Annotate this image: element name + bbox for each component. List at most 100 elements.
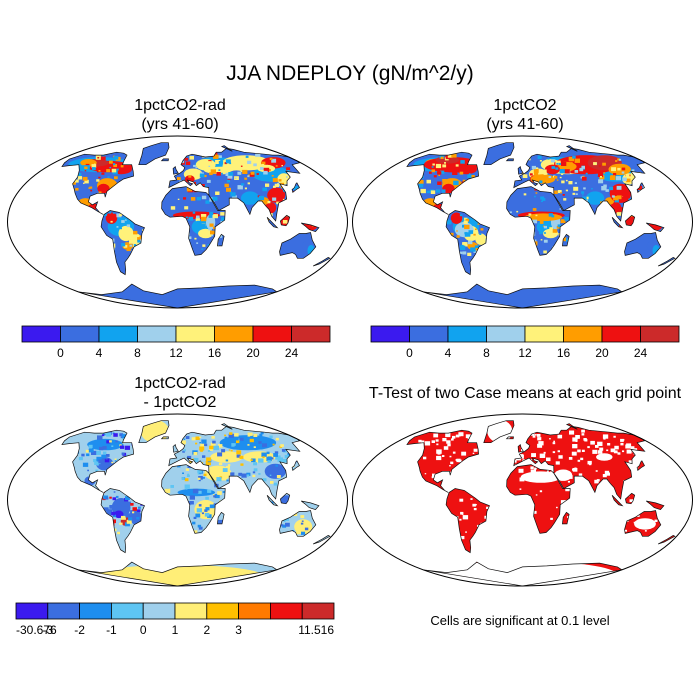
colorbar-swatch: [409, 325, 449, 343]
colorbar-tick-label: 8: [134, 346, 141, 360]
coastline-is: [160, 436, 169, 440]
globe-outline: [7, 135, 348, 309]
globe-outline: [352, 413, 693, 587]
coastline-sb: [565, 423, 578, 430]
significance-footnote: Cells are significant at 0.1 level: [430, 613, 610, 628]
coastline-bo: [625, 492, 636, 505]
coastline-is: [160, 158, 169, 162]
coastline-ng: [645, 500, 665, 511]
coastline-md: [562, 511, 570, 525]
colorbar-tick-label: 16: [208, 346, 222, 360]
coastline-uk: [517, 165, 524, 175]
coastline-gr: [138, 142, 170, 166]
coastline-au: [624, 232, 662, 259]
colorbar-swatch: [47, 602, 80, 620]
coastline-af: [506, 464, 571, 534]
colorbar-tick-label: -3: [42, 623, 53, 637]
coastline-af: [161, 186, 226, 256]
coastline-na: [61, 429, 134, 493]
coastline-is: [505, 158, 514, 162]
coastline-md: [217, 511, 225, 525]
coastline-md: [217, 233, 225, 247]
colorbar-tick-label: 0: [140, 623, 147, 637]
colorbar-tick-label: 4: [445, 346, 452, 360]
coastline-eu: [168, 426, 301, 500]
coastline-au: [624, 510, 662, 537]
colorbar-swatch: [111, 602, 144, 620]
panel-4-title: T-Test of two Case means at each grid po…: [350, 384, 700, 403]
colorbar-swatch: [214, 325, 254, 343]
colorbar-swatch: [524, 325, 564, 343]
colorbar-swatch: [98, 325, 138, 343]
colorbar-tick-label: 11.516: [298, 623, 334, 637]
coastline-sb: [220, 423, 233, 430]
coastline-nz: [312, 534, 331, 545]
coastline-af: [161, 464, 226, 534]
colorbar-tick-label: -30.676: [16, 623, 57, 637]
coastline-jp: [291, 182, 300, 194]
coastline-na: [61, 151, 134, 215]
colorbar-tick-label: 24: [285, 346, 299, 360]
panel-3-title-line1: 1pctCO2-rad: [134, 375, 226, 392]
coastline-sa: [100, 488, 145, 554]
colorbar-swatch: [447, 325, 487, 343]
panel-1-title: 1pctCO2-rad (yrs 41-60): [60, 96, 300, 134]
colorbar-swatch: [252, 325, 292, 343]
colorbar-tick-label: 0: [57, 346, 64, 360]
globe-outline: [352, 135, 693, 309]
colorbar-tick-label: -1: [106, 623, 117, 637]
coastline-jp: [636, 182, 645, 194]
map-panel-4: [352, 413, 693, 587]
coastline-su: [611, 216, 624, 229]
coastline-is: [505, 436, 514, 440]
coastline-uk: [172, 165, 179, 175]
coastline-nz: [657, 256, 676, 267]
panel-2-title-line1: 1pctCO2: [493, 97, 557, 114]
coastline-gr: [138, 420, 170, 444]
page-title: JJA NDEPLOY (gN/m^2/y): [226, 62, 474, 85]
coastline-an: [423, 561, 623, 587]
coastline-gr: [483, 420, 515, 444]
panel-4-title-line1: T-Test of two Case means at each grid po…: [368, 385, 682, 402]
colorbar-swatch: [291, 325, 331, 343]
colorbar-swatch: [301, 602, 335, 620]
colorbar-tick-label: 4: [96, 346, 103, 360]
colorbar-tick-label: 20: [595, 346, 609, 360]
colorbar-swatch: [21, 325, 61, 343]
colorbar-panel-3: -30.676-3 -2 -1 0 1 2 3 11.516: [15, 602, 335, 637]
coastline-sa: [100, 210, 145, 276]
coastline-jp: [291, 460, 300, 472]
colorbar-panel-1: 0 4 8 12 16 20 24: [21, 325, 331, 360]
coastline-eu: [168, 148, 301, 222]
coastline-nz: [657, 534, 676, 545]
colorbar-swatch: [563, 325, 603, 343]
coastline-bo: [280, 214, 291, 227]
coastline-eu: [513, 426, 646, 500]
panel-2-title: 1pctCO2 (yrs 41-60): [405, 96, 645, 134]
coastline-ng: [300, 500, 320, 511]
colorbar-swatch: [137, 325, 177, 343]
coastline-gr: [483, 142, 515, 166]
coastline-na: [406, 151, 479, 215]
colorbar-swatch: [370, 325, 410, 343]
coastline-au: [279, 510, 317, 537]
colorbar-swatch: [174, 602, 208, 620]
colorbar-swatch: [15, 602, 49, 620]
map-panel-3: [7, 413, 348, 587]
coastline-su: [611, 494, 624, 507]
coastline-an: [78, 561, 278, 587]
coastline-sb: [565, 145, 578, 152]
coastline-sa: [445, 488, 490, 554]
colorbar-swatch: [142, 602, 176, 620]
coastline-au: [279, 232, 317, 259]
colorbar-swatch: [269, 602, 303, 620]
colorbar-tick-label: 8: [483, 346, 490, 360]
coastline-bo: [625, 214, 636, 227]
globe-outline: [7, 413, 348, 587]
panel-1-title-line2: (yrs 41-60): [141, 116, 219, 133]
colorbar-swatch: [238, 602, 271, 620]
coastline-md: [562, 233, 570, 247]
colorbar-swatch: [640, 325, 680, 343]
panel-3-title-line2: - 1pctCO2: [143, 394, 217, 411]
panel-3-title: 1pctCO2-rad - 1pctCO2: [60, 374, 300, 412]
